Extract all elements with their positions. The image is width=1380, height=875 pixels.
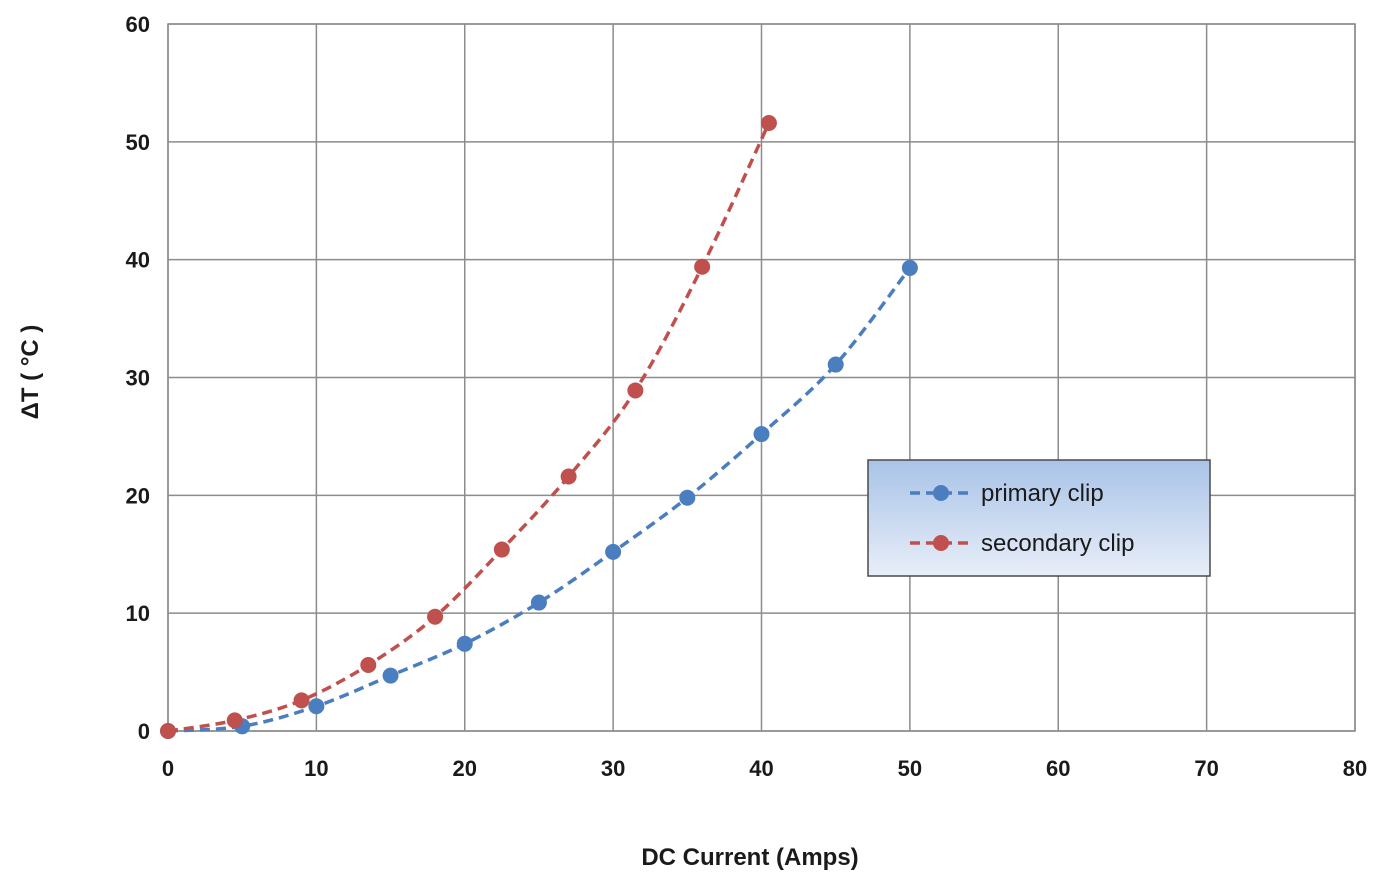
series-layer	[160, 114, 918, 739]
data-point	[493, 541, 510, 558]
legend-swatch-marker	[933, 535, 949, 551]
x-tick-label: 10	[304, 756, 328, 781]
x-tick-label: 50	[898, 756, 922, 781]
x-tick-label: 0	[162, 756, 174, 781]
x-axis-title: DC Current (Amps)	[641, 844, 858, 871]
legend: primary clip secondary clip	[867, 459, 1211, 577]
data-point	[694, 258, 711, 275]
series-line	[167, 266, 912, 733]
y-tick-label: 60	[126, 12, 150, 37]
y-tick-label: 30	[126, 366, 150, 391]
data-point	[293, 692, 310, 709]
legend-swatch-marker	[933, 485, 949, 501]
data-point	[753, 426, 770, 443]
data-point	[308, 698, 325, 715]
y-tick-label: 40	[126, 248, 150, 273]
legend-box	[867, 459, 1211, 577]
legend-label: secondary clip	[981, 530, 1134, 557]
series-secondary-clip	[160, 114, 777, 739]
data-point	[679, 489, 696, 506]
data-point	[160, 723, 176, 739]
y-tick-label: 0	[138, 719, 150, 744]
data-point	[360, 657, 377, 674]
x-tick-label: 80	[1343, 756, 1367, 781]
legend-item-secondary-clip: secondary clip	[910, 530, 1134, 557]
y-tick-label: 50	[126, 130, 150, 155]
data-point	[226, 712, 243, 729]
x-tick-label: 60	[1046, 756, 1070, 781]
x-tick-label: 70	[1194, 756, 1218, 781]
x-tick-label: 20	[453, 756, 477, 781]
y-tick-label: 20	[126, 483, 150, 508]
legend-label: primary clip	[981, 480, 1104, 507]
data-point	[901, 259, 918, 276]
data-point	[456, 635, 473, 652]
y-axis-tick-labels: 0 10 20 30 40 50 60	[126, 12, 150, 744]
data-point	[827, 356, 844, 373]
data-point	[530, 594, 547, 611]
data-point	[382, 667, 399, 684]
data-point	[627, 382, 644, 399]
gridlines	[167, 23, 1356, 732]
data-point	[605, 543, 622, 560]
data-point	[560, 468, 577, 485]
x-axis-tick-labels: 0 10 20 30 40 50 60 70 80	[162, 756, 1367, 781]
y-tick-label: 10	[126, 601, 150, 626]
x-tick-label: 40	[749, 756, 773, 781]
x-tick-label: 30	[601, 756, 625, 781]
data-point	[760, 114, 777, 131]
y-axis-title: ΔT ( °C )	[17, 325, 44, 420]
data-point	[427, 608, 444, 625]
legend-item-primary-clip: primary clip	[910, 480, 1104, 507]
